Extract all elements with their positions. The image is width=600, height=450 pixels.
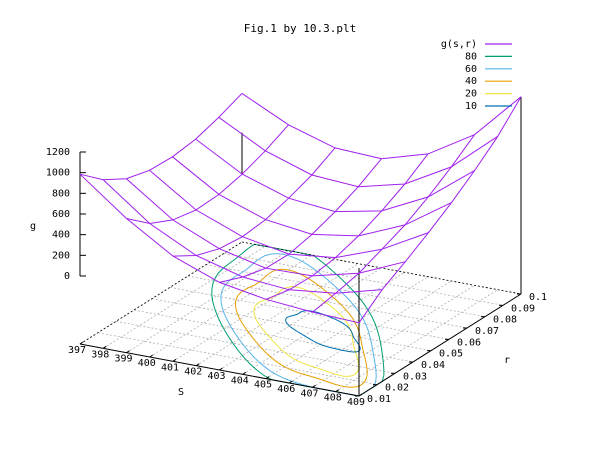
y-tick-label: 0.05	[439, 349, 463, 360]
y-tick-label: 0.04	[421, 360, 445, 371]
x-tick-mark	[219, 367, 223, 371]
z-tick-label: 1000	[46, 168, 70, 179]
surface-line-row	[125, 178, 406, 277]
x-tick-label: 398	[91, 349, 109, 360]
legend-label: 40	[465, 76, 477, 87]
surface-line-row	[195, 138, 475, 213]
legend-label: 80	[465, 51, 477, 62]
x-tick-label: 402	[184, 367, 202, 378]
surface-line-col	[312, 134, 475, 313]
y-tick-label: 0.06	[457, 337, 481, 348]
y-tick-labels: 0.010.020.030.040.050.060.070.080.090.1	[355, 292, 547, 405]
x-tick-mark	[312, 384, 316, 388]
grid-line-y	[133, 309, 414, 363]
z-tick-label: 200	[52, 250, 70, 261]
y-tick-label: 0.02	[385, 383, 409, 394]
grid-line-y	[223, 252, 504, 306]
surface-line-row	[218, 116, 499, 188]
x-tick-label: 397	[68, 345, 86, 356]
x-tick-label: 401	[161, 362, 179, 373]
contour-line	[285, 310, 361, 353]
surface-mesh	[79, 92, 522, 324]
legend-label: 20	[465, 89, 477, 100]
y-axis-line	[358, 293, 522, 397]
grid-line-x	[196, 263, 359, 367]
x-tick-mark	[126, 350, 130, 354]
surface-line-col	[358, 96, 522, 324]
x-tick-mark	[288, 380, 293, 384]
contour-line	[253, 286, 360, 377]
back-left-edge	[79, 241, 243, 345]
grid-line-x	[242, 271, 405, 375]
legend-label: g(s,r)	[441, 39, 477, 50]
x-tick-label: 408	[324, 393, 342, 404]
y-tick-label: 0.1	[529, 292, 547, 303]
legend-label: 10	[465, 101, 477, 112]
x-tick-mark	[172, 358, 177, 362]
grid-line-y	[187, 275, 468, 329]
x-tick-label: 399	[115, 354, 133, 365]
x-tick-label: 400	[138, 358, 156, 369]
y-tick-label: 0.09	[511, 303, 535, 314]
surface-line-col	[126, 124, 289, 225]
z-tick-label: 800	[52, 188, 70, 199]
grid-line-x	[126, 250, 289, 354]
contour-line	[220, 253, 377, 397]
x-tick-label: 403	[208, 371, 226, 382]
grid-line-x	[149, 254, 312, 358]
surface-line-row	[172, 156, 452, 237]
x-tick-mark	[102, 345, 107, 349]
x-tick-mark	[195, 363, 200, 367]
chart-title: Fig.1 by 10.3.plt	[244, 22, 357, 35]
z-tick-labels: 0 200 400 600 800 1000 1200	[46, 147, 86, 282]
z-axis-label: g	[30, 221, 36, 232]
surface-line-col	[265, 153, 429, 300]
x-tick-label: 409	[347, 397, 365, 408]
y-tick-label: 0.08	[493, 315, 517, 326]
surface-line-col	[79, 93, 243, 181]
grid-line-x	[103, 245, 266, 349]
surface-line-col	[219, 158, 382, 283]
grid-line-y	[115, 320, 396, 374]
x-tick-mark	[358, 393, 363, 397]
x-tick-label: 404	[231, 375, 249, 386]
legend-label: 60	[465, 64, 477, 75]
grid-line-y	[205, 264, 486, 318]
grid-line-y	[97, 332, 378, 386]
grid-line-y	[169, 286, 450, 340]
x-tick-mark	[149, 354, 154, 358]
grid-line-y	[151, 298, 432, 352]
y-tick-label: 0.01	[367, 394, 391, 405]
x-tick-label: 405	[254, 380, 272, 391]
x-tick-mark	[265, 376, 270, 380]
y-axis-label: r	[504, 355, 510, 366]
x-tick-labels: 397 398 399 400 401 402 403 404 405 406 407 408 409	[68, 341, 365, 408]
z-tick-label: 0	[64, 271, 70, 282]
x-tick-label: 406	[277, 384, 295, 395]
y-tick-label: 0.03	[403, 371, 427, 382]
x-tick-label: 407	[301, 388, 319, 399]
surface-line-col	[172, 147, 336, 257]
x-tick-mark	[335, 389, 340, 393]
x-axis-label: S	[178, 387, 184, 398]
z-tick-label: 1200	[46, 147, 70, 158]
z-tick-label: 600	[52, 209, 70, 220]
x-tick-mark	[242, 371, 247, 375]
x-tick-mark	[79, 341, 84, 345]
y-tick-label: 0.07	[475, 326, 499, 337]
z-tick-label: 400	[52, 230, 70, 241]
